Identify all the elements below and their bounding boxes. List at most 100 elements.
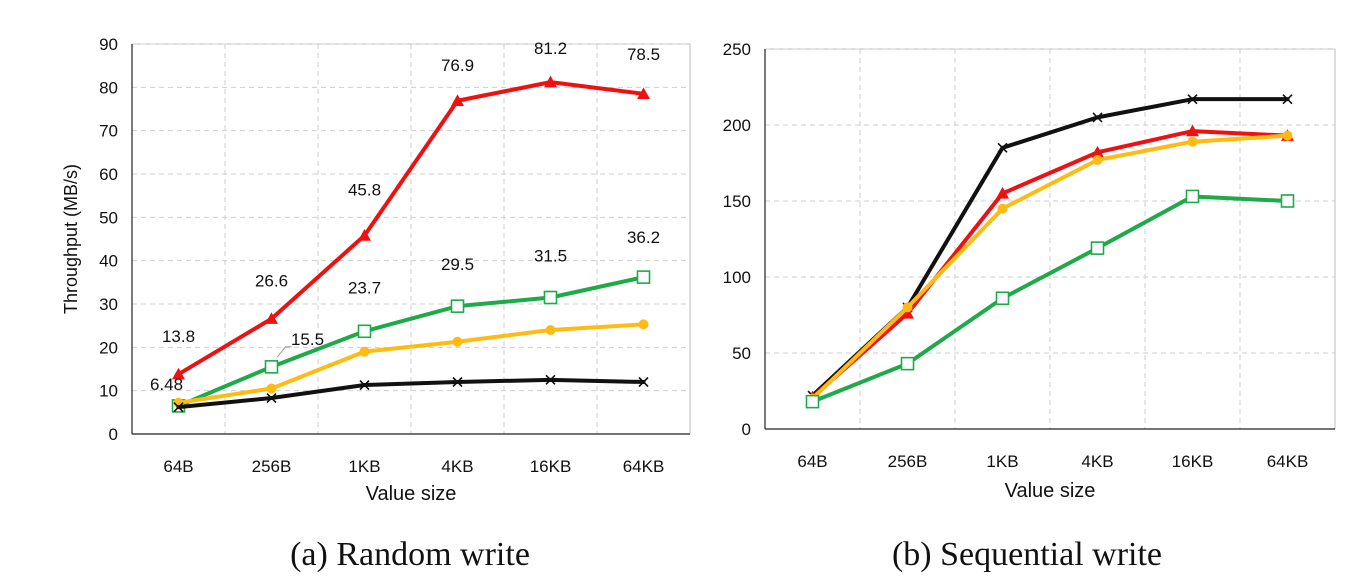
- data-point: [995, 291, 1010, 306]
- x-tick-label: 256B: [888, 452, 928, 471]
- y-tick-label: 0: [109, 425, 118, 444]
- series-3: [805, 189, 1295, 409]
- x-tick-label: 16KB: [530, 457, 572, 476]
- data-label: 78.5: [627, 45, 660, 64]
- series-line: [176, 275, 646, 408]
- data-point: [1282, 130, 1293, 141]
- data-point: [1092, 154, 1103, 165]
- data-point: [451, 94, 464, 106]
- data-label: 31.5: [534, 247, 567, 266]
- data-point: [452, 336, 463, 347]
- data-point: [359, 346, 370, 357]
- chart-caption: (b) Sequential write: [892, 536, 1162, 573]
- y-tick-label: 50: [732, 344, 751, 363]
- data-point: [638, 319, 649, 330]
- data-label: 36.2: [627, 228, 660, 247]
- data-point: [997, 142, 1008, 153]
- y-tick-label: 60: [99, 165, 118, 184]
- data-label: 76.9: [441, 56, 474, 75]
- x-tick-label: 64KB: [1267, 452, 1309, 471]
- chart-a: 0 10 20 30 40 50 60 70 80 90 64B 256B 1KB 4KB 16KB 64KB…: [61, 35, 691, 573]
- data-label: 45.8: [348, 181, 381, 200]
- data-point: [545, 374, 556, 385]
- leader-line: [277, 346, 292, 358]
- x-tick-label: 1KB: [986, 452, 1018, 471]
- data-point: [1185, 189, 1200, 204]
- data-point: [805, 394, 820, 409]
- data-point: [1186, 124, 1199, 137]
- x-tick-label: 64B: [797, 452, 827, 471]
- chart-b: 0 50 100 150 200 250 64B 256B 1KB 4KB 16KB 64KB Valu…: [723, 40, 1336, 573]
- data-point: [1091, 145, 1104, 158]
- data-point: [900, 356, 915, 371]
- data-point: [997, 203, 1008, 214]
- y-tick-label: 30: [99, 295, 118, 314]
- data-point: [902, 302, 913, 313]
- data-point: [266, 392, 277, 404]
- data-point: [1282, 94, 1293, 105]
- x-tick-label: 64B: [163, 457, 193, 476]
- data-point: [172, 367, 185, 380]
- data-label: 81.2: [534, 39, 567, 58]
- data-label: 26.6: [255, 272, 288, 291]
- data-point: [359, 379, 370, 391]
- x-tick-label: 1KB: [348, 457, 380, 476]
- y-tick-label: 10: [99, 382, 118, 401]
- x-tick-label: 4KB: [441, 457, 473, 476]
- data-point: [1090, 241, 1105, 255]
- data-point: [543, 290, 558, 305]
- data-point: [452, 376, 463, 388]
- x-tick-label: 4KB: [1081, 452, 1113, 471]
- data-point: [1187, 136, 1198, 147]
- data-point: [996, 186, 1009, 199]
- x-axis-label: Value size: [1005, 480, 1096, 502]
- series-0: [172, 75, 650, 380]
- data-point: [173, 402, 184, 413]
- y-tick-label: 0: [742, 420, 751, 439]
- series-line: [810, 133, 1290, 401]
- series-line: [810, 194, 1290, 404]
- y-tick-label: 200: [723, 116, 751, 135]
- data-point: [264, 360, 279, 374]
- chart-caption: (a) Random write: [290, 536, 530, 573]
- y-tick-label: 50: [99, 208, 118, 227]
- data-point: [901, 306, 914, 319]
- data-point: [545, 325, 556, 335]
- data-point: [357, 324, 372, 339]
- y-axis-label: Throughput (MB/s): [61, 164, 81, 314]
- data-point: [1280, 194, 1295, 208]
- x-tick-label: 64KB: [623, 457, 665, 476]
- data-label: 6.48: [150, 375, 183, 394]
- y-tick-label: 150: [723, 192, 751, 211]
- data-point: [544, 75, 557, 88]
- data-point: [266, 383, 277, 394]
- data-point: [450, 299, 465, 313]
- y-tick-label: 20: [99, 338, 118, 357]
- data-label: 29.5: [441, 255, 474, 274]
- series-line: [176, 377, 646, 410]
- data-point: [1187, 94, 1198, 105]
- data-label: 13.8: [162, 327, 195, 346]
- y-tick-label: 90: [99, 35, 118, 54]
- x-axis-label: Value size: [366, 483, 457, 505]
- series-3: [173, 374, 649, 413]
- data-label: 15.5: [291, 330, 324, 349]
- x-tick-label: 256B: [252, 457, 292, 476]
- data-point: [636, 270, 651, 284]
- y-tick-label: 100: [723, 268, 751, 287]
- data-point: [358, 229, 371, 241]
- series-line: [176, 322, 646, 405]
- data-point: [637, 87, 650, 100]
- data-point: [1092, 112, 1103, 123]
- x-tick-label: 16KB: [1172, 452, 1214, 471]
- data-point: [638, 376, 649, 388]
- y-tick-label: 250: [723, 40, 751, 59]
- data-point: [265, 312, 278, 324]
- data-label: 23.7: [348, 278, 381, 297]
- series-line: [810, 129, 1290, 400]
- y-tick-label: 70: [99, 122, 118, 141]
- series-line: [176, 80, 646, 377]
- y-tick-label: 80: [99, 78, 118, 97]
- y-tick-label: 40: [99, 252, 118, 271]
